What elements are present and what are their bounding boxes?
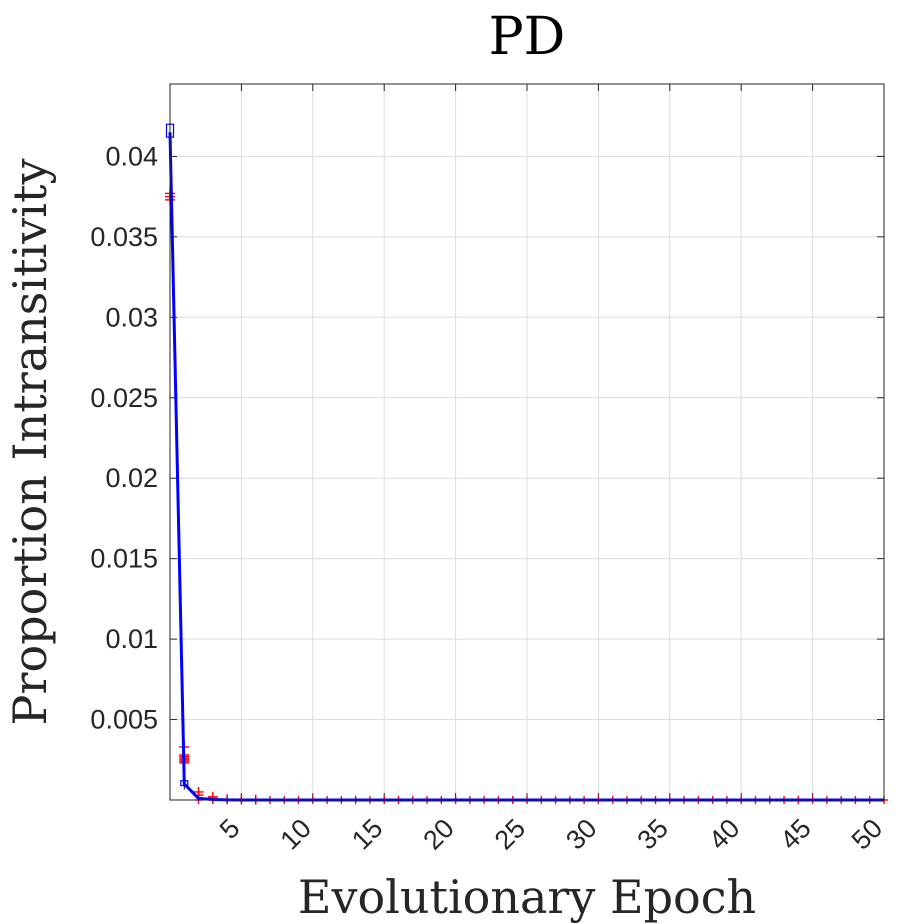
x-tick-label: 15 <box>346 813 388 855</box>
x-tick-label: 45 <box>774 813 816 855</box>
y-tick-label: 0.04 <box>105 141 158 171</box>
y-tick-label: 0.025 <box>90 383 158 413</box>
y-tick-label: 0.015 <box>90 544 158 574</box>
x-tick-label: 40 <box>703 813 745 855</box>
x-axis-label: Evolutionary Epoch <box>298 870 756 924</box>
x-axis-ticks: 5 10 15 20 25 30 35 40 45 50 <box>214 84 888 855</box>
y-tick-label: 0.03 <box>105 302 158 332</box>
outlier-marker <box>193 786 204 797</box>
y-axis-label: Proportion Intransitivity <box>3 159 57 726</box>
y-tick-label: 0.01 <box>105 624 158 654</box>
y-axis-ticks: 0.005 0.01 0.015 0.02 0.025 0.03 0.035 0.04 <box>90 141 884 735</box>
x-tick-label: 30 <box>560 813 602 855</box>
x-tick-label: 10 <box>275 813 317 855</box>
chart-title: PD <box>489 7 566 67</box>
x-tick-label: 50 <box>846 813 888 855</box>
grid <box>170 84 885 800</box>
x-tick-label: 25 <box>489 813 531 855</box>
plot-area-border <box>169 83 885 801</box>
y-tick-label: 0.02 <box>105 463 158 493</box>
x-tick-label: 20 <box>417 813 459 855</box>
x-tick-label: 35 <box>632 813 674 855</box>
y-tick-label: 0.005 <box>90 705 158 735</box>
x-tick-label: 5 <box>214 813 246 845</box>
y-tick-label: 0.035 <box>90 222 158 252</box>
